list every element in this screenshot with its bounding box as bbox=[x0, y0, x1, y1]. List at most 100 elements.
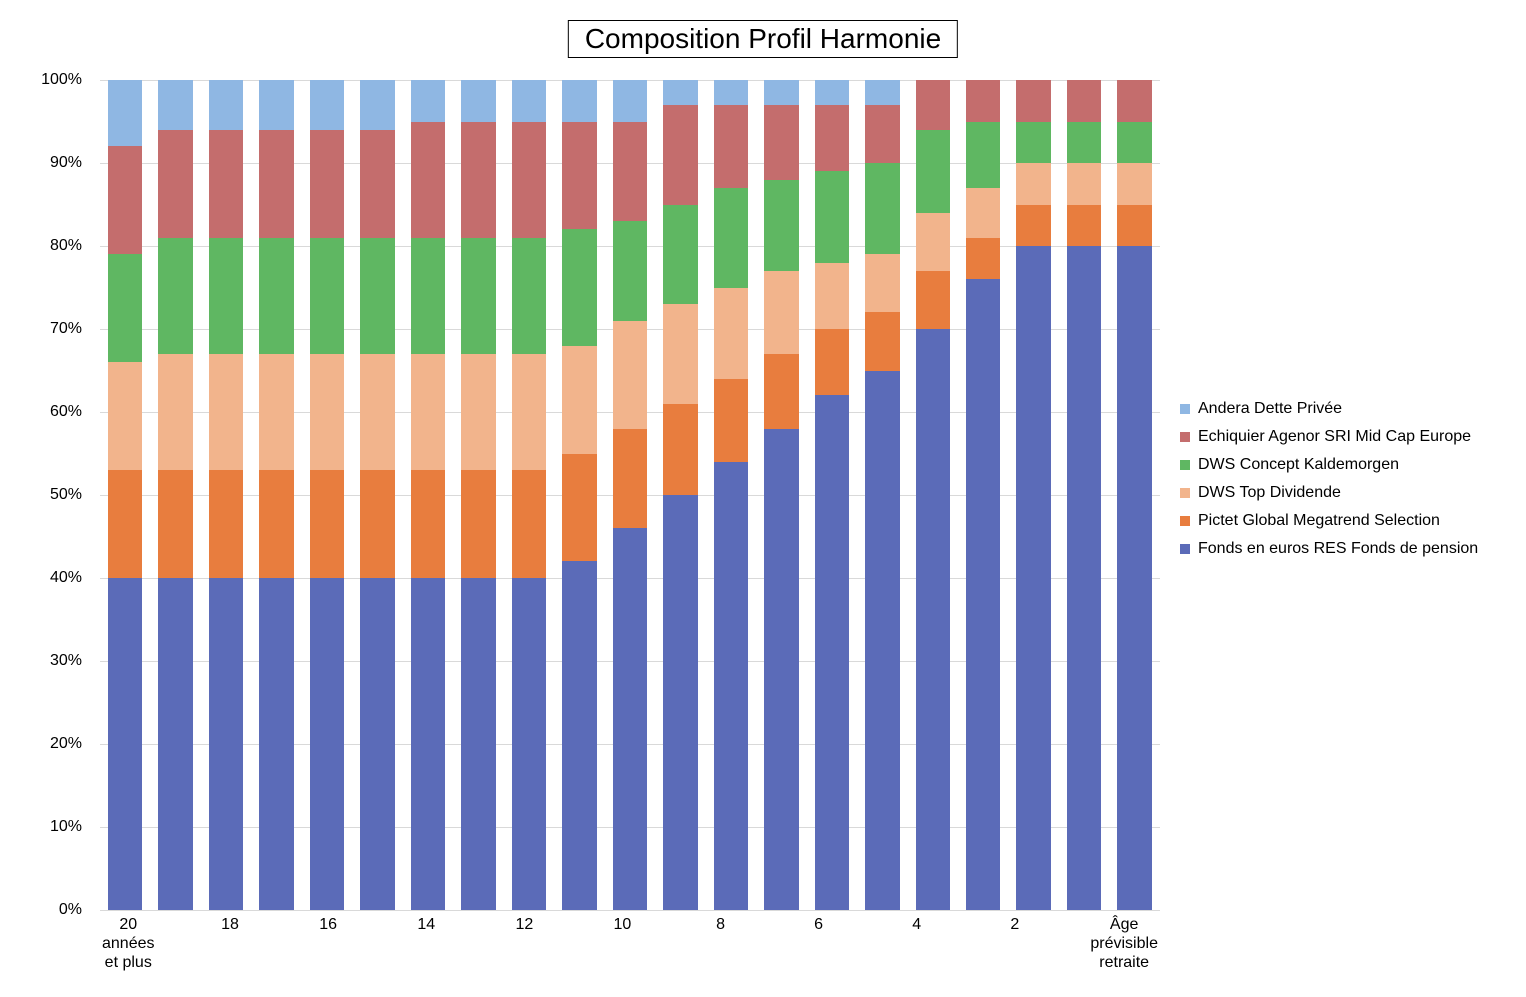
x-axis-tick-label: 18 bbox=[206, 915, 255, 973]
legend-item: DWS Top Dividende bbox=[1180, 484, 1478, 502]
bar-segment-dws_kalde bbox=[360, 238, 394, 354]
bar-segment-dws_top bbox=[1067, 163, 1101, 205]
x-axis-tick-label bbox=[156, 915, 205, 973]
bar-segment-pictet bbox=[916, 271, 950, 329]
bar-segment-dws_top bbox=[663, 304, 697, 404]
bar-segment-echiquier bbox=[1117, 80, 1151, 122]
bar-segment-fonds_euros bbox=[108, 578, 142, 910]
bar-segment-echiquier bbox=[764, 105, 798, 180]
chart-bars bbox=[100, 80, 1160, 910]
bar-column bbox=[706, 80, 756, 910]
bar-segment-dws_top bbox=[865, 254, 899, 312]
bar-segment-dws_kalde bbox=[461, 238, 495, 354]
bar-segment-echiquier bbox=[158, 130, 192, 238]
bar-segment-fonds_euros bbox=[714, 462, 748, 910]
x-axis-tick-label bbox=[745, 915, 794, 973]
y-axis-tick-label: 90% bbox=[50, 154, 82, 172]
y-axis-tick-label: 0% bbox=[59, 901, 82, 919]
bar-column bbox=[504, 80, 554, 910]
bar-segment-echiquier bbox=[108, 146, 142, 254]
bar-segment-dws_top bbox=[714, 288, 748, 379]
bar-segment-pictet bbox=[613, 429, 647, 529]
bar-column bbox=[302, 80, 352, 910]
bar-segment-andera bbox=[360, 80, 394, 130]
x-axis-tick-label bbox=[843, 915, 892, 973]
x-axis-tick-label: 6 bbox=[794, 915, 843, 973]
bar-segment-dws_kalde bbox=[966, 122, 1000, 188]
bar-segment-andera bbox=[714, 80, 748, 105]
bar-column bbox=[251, 80, 301, 910]
bar-segment-echiquier bbox=[562, 122, 596, 230]
y-axis-tick-label: 80% bbox=[50, 237, 82, 255]
bar-segment-dws_top bbox=[360, 354, 394, 470]
bar-segment-andera bbox=[815, 80, 849, 105]
legend-label: Andera Dette Privée bbox=[1198, 400, 1342, 418]
bar-segment-fonds_euros bbox=[461, 578, 495, 910]
bar-segment-fonds_euros bbox=[310, 578, 344, 910]
bar-segment-fonds_euros bbox=[815, 395, 849, 910]
bar-segment-dws_kalde bbox=[512, 238, 546, 354]
legend-swatch bbox=[1180, 460, 1190, 470]
bar-segment-pictet bbox=[1117, 205, 1151, 247]
bar-segment-pictet bbox=[461, 470, 495, 578]
bar-segment-dws_kalde bbox=[259, 238, 293, 354]
bar-column bbox=[100, 80, 150, 910]
bar-segment-echiquier bbox=[512, 122, 546, 238]
bar-segment-pictet bbox=[259, 470, 293, 578]
bar-segment-andera bbox=[613, 80, 647, 122]
legend-label: DWS Top Dividende bbox=[1198, 484, 1341, 502]
bar-segment-pictet bbox=[865, 312, 899, 370]
bar-segment-andera bbox=[663, 80, 697, 105]
bar-segment-echiquier bbox=[865, 105, 899, 163]
bar-segment-andera bbox=[108, 80, 142, 146]
legend-swatch bbox=[1180, 488, 1190, 498]
y-axis-tick-label: 30% bbox=[50, 652, 82, 670]
bar-segment-echiquier bbox=[310, 130, 344, 238]
bar-segment-pictet bbox=[562, 454, 596, 562]
bar-segment-andera bbox=[310, 80, 344, 130]
bar-column bbox=[605, 80, 655, 910]
y-axis-tick-label: 40% bbox=[50, 569, 82, 587]
bar-segment-echiquier bbox=[360, 130, 394, 238]
bar-segment-echiquier bbox=[714, 105, 748, 188]
bar-segment-dws_top bbox=[1016, 163, 1050, 205]
bar-column bbox=[352, 80, 402, 910]
bar-column bbox=[958, 80, 1008, 910]
x-axis-tick-label: 14 bbox=[402, 915, 451, 973]
bar-segment-dws_kalde bbox=[209, 238, 243, 354]
bar-segment-echiquier bbox=[1067, 80, 1101, 122]
legend-item: Echiquier Agenor SRI Mid Cap Europe bbox=[1180, 428, 1478, 446]
bar-segment-fonds_euros bbox=[411, 578, 445, 910]
legend-item: DWS Concept Kaldemorgen bbox=[1180, 456, 1478, 474]
bar-segment-fonds_euros bbox=[259, 578, 293, 910]
bar-segment-dws_top bbox=[259, 354, 293, 470]
bar-segment-andera bbox=[411, 80, 445, 122]
x-axis-tick-label: 12 bbox=[500, 915, 549, 973]
bar-segment-andera bbox=[764, 80, 798, 105]
y-axis-tick-label: 60% bbox=[50, 403, 82, 421]
bar-segment-echiquier bbox=[815, 105, 849, 171]
bar-column bbox=[453, 80, 503, 910]
chart-legend: Andera Dette Privée Echiquier Agenor SRI … bbox=[1180, 400, 1478, 568]
bar-segment-fonds_euros bbox=[764, 429, 798, 910]
legend-swatch bbox=[1180, 516, 1190, 526]
bar-segment-echiquier bbox=[411, 122, 445, 238]
bar-column bbox=[201, 80, 251, 910]
bar-segment-pictet bbox=[714, 379, 748, 462]
bar-segment-fonds_euros bbox=[158, 578, 192, 910]
bar-segment-fonds_euros bbox=[865, 371, 899, 911]
bar-segment-dws_top bbox=[613, 321, 647, 429]
chart-plot-area bbox=[100, 80, 1160, 910]
bar-segment-dws_kalde bbox=[764, 180, 798, 271]
bar-segment-fonds_euros bbox=[512, 578, 546, 910]
bar-segment-dws_top bbox=[815, 263, 849, 329]
bar-segment-fonds_euros bbox=[562, 561, 596, 910]
bar-segment-dws_top bbox=[764, 271, 798, 354]
bar-segment-dws_top bbox=[916, 213, 950, 271]
bar-column bbox=[1008, 80, 1058, 910]
bar-column bbox=[655, 80, 705, 910]
x-axis-tick-label bbox=[255, 915, 304, 973]
bar-segment-dws_kalde bbox=[1067, 122, 1101, 164]
bar-segment-dws_top bbox=[411, 354, 445, 470]
bar-segment-echiquier bbox=[209, 130, 243, 238]
